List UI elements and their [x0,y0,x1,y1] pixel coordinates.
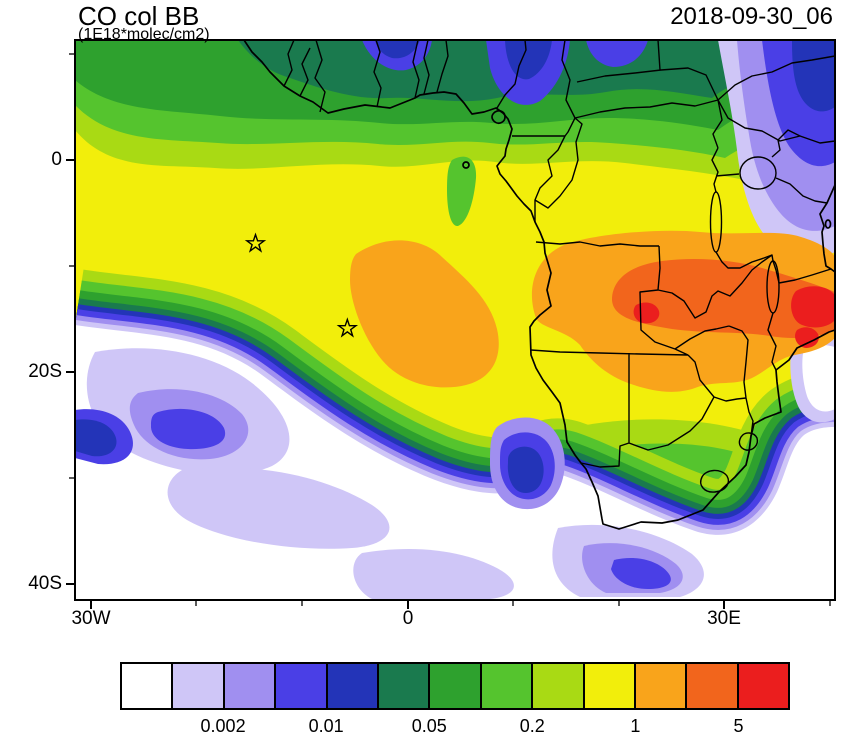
colorbar-box [533,664,585,708]
map-canvas [66,39,836,609]
mozambique-channel-white [802,344,835,412]
colorbar-box [635,664,688,708]
colorbar-box [430,664,482,708]
colorbar-label: 0.05 [411,716,447,736]
plot-units-subtitle: (1E18*molec/cm2) [78,26,210,43]
gabon-green-finger [447,156,477,227]
plot-date: 2018-09-30_06 [670,3,833,30]
plot-title: CO col BB [78,1,200,31]
colorbar-box [738,664,789,708]
lakes [709,156,780,314]
colorbar-box [584,664,636,708]
colorbar-box [481,664,534,708]
x-axis-tick-label-30e: 30E [707,608,741,629]
central-africa-borders [512,40,835,222]
leftedge-navy-core [75,419,117,457]
colorbar-box [276,664,328,708]
top-navy-core-1 [375,40,420,59]
malawi-red-spot-1 [791,286,835,328]
colorbar-boxes [120,662,790,710]
y-axis-tick-label-20s: 20S [28,361,62,382]
south-blue-patch [611,557,671,589]
colorbar-box [173,664,225,708]
swaziland-border [738,432,759,451]
sao-tome-island [462,161,470,169]
colorbar-label: 5 [733,716,744,736]
colorbar-box [327,664,379,708]
y-axis-tick-label-40s: 40S [28,573,62,594]
colorbar-label: 1 [630,716,641,736]
colorbar-box [687,664,739,708]
map-frame [74,39,836,601]
west-africa-borders [283,40,527,113]
ocean-blue-core-1 [150,408,226,450]
lesotho-border [700,469,730,493]
major-ticks [66,159,725,609]
y-axis-tick-label-0: 0 [51,149,62,170]
star-markers [244,232,359,338]
colorbar-label: 0.2 [519,716,545,736]
star-marker-ascension [244,232,267,253]
lake-victoria [739,156,777,190]
east-africa-borders [711,99,832,371]
lake-malawi [766,260,780,314]
x-axis-tick-label-30w: 30W [71,608,111,629]
namibia-notch-navy [507,446,544,493]
colorbar-box [224,664,277,708]
contour-field [75,40,835,600]
malawi-red-spot-2 [795,327,819,348]
atlantic-orange-plume [350,240,499,388]
top-navy-core-2 [505,40,552,80]
ocean-lavender-3 [353,549,514,599]
east-africa-coastline [819,184,835,273]
colorbar-box [378,664,431,708]
country-borders [283,40,835,493]
ocean-lavender-2 [167,467,390,549]
colorbar-label: 0.002 [200,716,246,736]
zanzibar-island [824,219,832,229]
star-marker-sthelena [336,317,359,338]
southern-africa-borders [530,241,774,468]
coastlines [243,40,835,530]
africa-coastline [243,40,835,530]
colorbar-labels: 0.002 0.01 0.05 0.2 1 5 [120,716,790,740]
top-blue-patch-3 [586,40,648,67]
colorbar-label: 0.01 [308,716,344,736]
x-axis-tick-label-0: 0 [402,608,414,629]
bioko-island [491,109,506,125]
lake-tanganyika [709,191,723,253]
colorbar-box [122,664,174,708]
